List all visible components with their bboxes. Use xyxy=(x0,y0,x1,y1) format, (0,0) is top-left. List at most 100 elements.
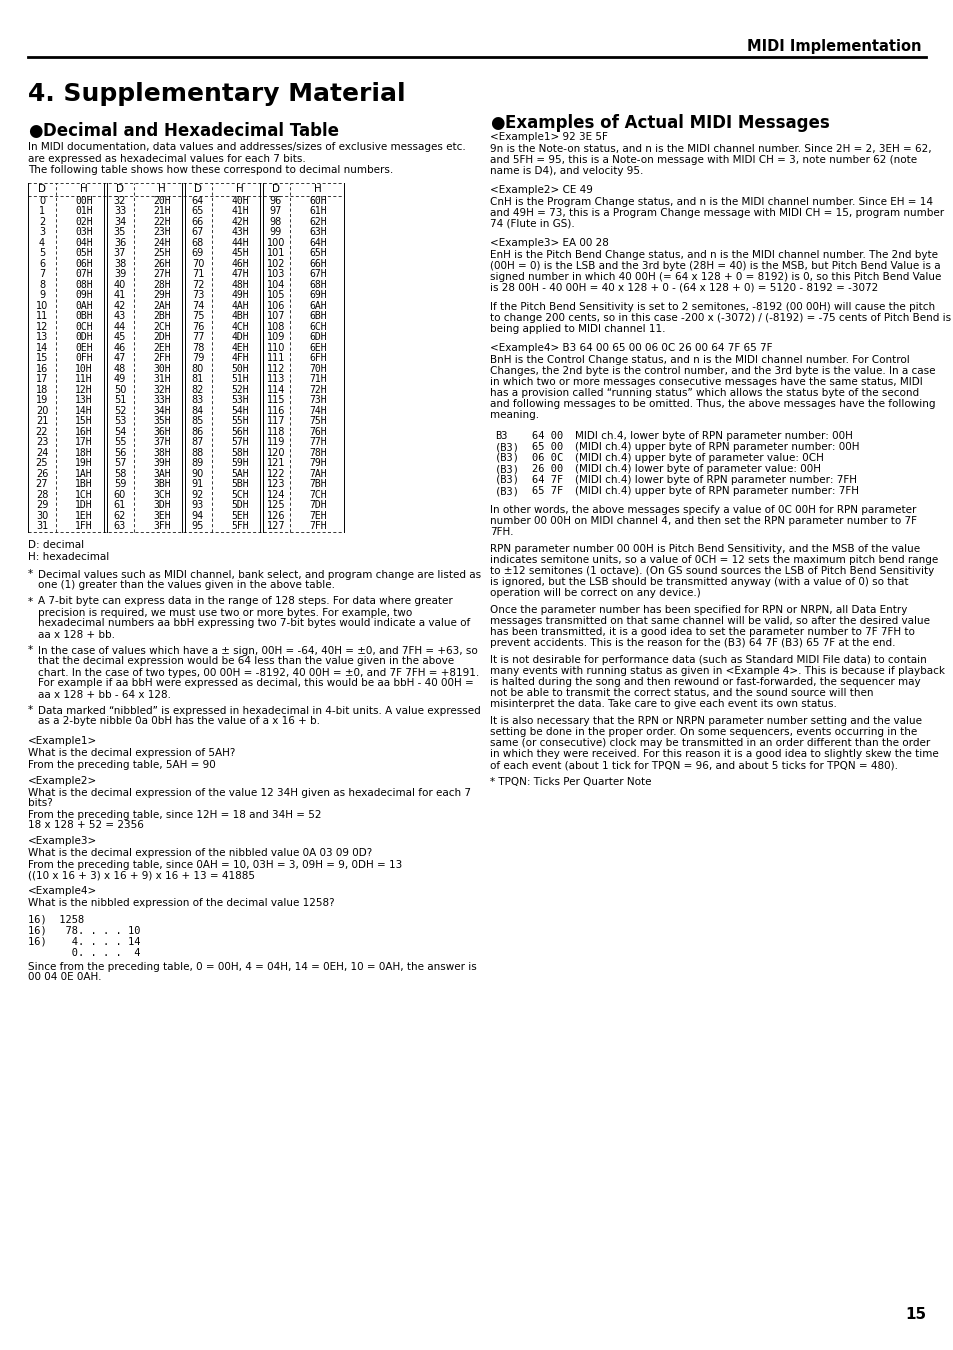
Text: 37: 37 xyxy=(113,248,126,258)
Text: 52H: 52H xyxy=(231,385,249,394)
Text: 47: 47 xyxy=(113,354,126,363)
Text: 110: 110 xyxy=(267,343,285,352)
Text: 85: 85 xyxy=(192,416,204,427)
Text: The following table shows how these correspond to decimal numbers.: The following table shows how these corr… xyxy=(28,165,393,176)
Text: 70H: 70H xyxy=(309,363,327,374)
Text: (B3): (B3) xyxy=(495,486,519,495)
Text: 6CH: 6CH xyxy=(309,321,327,332)
Text: 64 7F: 64 7F xyxy=(532,475,562,485)
Text: 116: 116 xyxy=(267,406,285,416)
Text: number 00 00H on MIDI channel 4, and then set the RPN parameter number to 7F: number 00 00H on MIDI channel 4, and the… xyxy=(490,516,916,526)
Text: 1DH: 1DH xyxy=(75,501,92,510)
Text: and 5FH = 95, this is a Note-on message with MIDI CH = 3, note number 62 (note: and 5FH = 95, this is a Note-on message … xyxy=(490,155,916,165)
Text: In MIDI documentation, data values and addresses/sizes of exclusive messages etc: In MIDI documentation, data values and a… xyxy=(28,142,465,153)
Text: 2FH: 2FH xyxy=(153,354,171,363)
Text: 19: 19 xyxy=(36,396,48,405)
Text: 69: 69 xyxy=(192,248,204,258)
Text: 32: 32 xyxy=(113,196,126,205)
Text: 00 04 0E 0AH.: 00 04 0E 0AH. xyxy=(28,972,101,983)
Text: 29H: 29H xyxy=(153,290,171,300)
Text: misinterpret the data. Take care to give each event its own status.: misinterpret the data. Take care to give… xyxy=(490,699,836,709)
Text: (MIDI ch.4) upper byte of parameter value: 0CH: (MIDI ch.4) upper byte of parameter valu… xyxy=(575,454,823,463)
Text: 53H: 53H xyxy=(231,396,249,405)
Text: not be able to transmit the correct status, and the sound source will then: not be able to transmit the correct stat… xyxy=(490,688,873,698)
Text: 121: 121 xyxy=(267,458,285,468)
Text: 1CH: 1CH xyxy=(75,490,92,500)
Text: 27: 27 xyxy=(35,479,49,489)
Text: 18H: 18H xyxy=(75,448,92,458)
Text: 25: 25 xyxy=(35,458,49,468)
Text: Once the parameter number has been specified for RPN or NRPN, all Data Entry: Once the parameter number has been speci… xyxy=(490,605,906,616)
Text: 17: 17 xyxy=(36,374,49,385)
Text: 66: 66 xyxy=(192,217,204,227)
Text: 16: 16 xyxy=(36,363,48,374)
Text: 77H: 77H xyxy=(309,437,327,447)
Text: 98: 98 xyxy=(270,217,282,227)
Text: 52: 52 xyxy=(113,406,126,416)
Text: signed number in which 40 00H (= 64 x 128 + 0 = 8192) is 0, so this Pitch Bend V: signed number in which 40 00H (= 64 x 12… xyxy=(490,271,941,282)
Text: <Example1>: <Example1> xyxy=(28,737,97,747)
Text: 39: 39 xyxy=(113,269,126,279)
Text: 81: 81 xyxy=(192,374,204,385)
Text: 4CH: 4CH xyxy=(231,321,249,332)
Text: 4DH: 4DH xyxy=(231,332,249,343)
Text: (B3): (B3) xyxy=(495,475,519,485)
Text: 115: 115 xyxy=(267,396,285,405)
Text: 44H: 44H xyxy=(231,238,249,248)
Text: <Example2> CE 49: <Example2> CE 49 xyxy=(490,185,592,194)
Text: 26: 26 xyxy=(36,468,49,479)
Text: 46: 46 xyxy=(113,343,126,352)
Text: 113: 113 xyxy=(267,374,285,385)
Text: 64: 64 xyxy=(192,196,204,205)
Text: 2EH: 2EH xyxy=(153,343,171,352)
Text: bits?: bits? xyxy=(28,798,52,809)
Text: 96: 96 xyxy=(270,196,282,205)
Text: 26H: 26H xyxy=(153,259,171,269)
Text: 28: 28 xyxy=(36,490,49,500)
Text: 1EH: 1EH xyxy=(75,510,92,521)
Text: 7FH: 7FH xyxy=(309,521,327,532)
Text: 37H: 37H xyxy=(153,437,171,447)
Text: Examples of Actual MIDI Messages: Examples of Actual MIDI Messages xyxy=(504,113,829,132)
Text: 51: 51 xyxy=(113,396,126,405)
Text: 22H: 22H xyxy=(153,217,171,227)
Text: 43H: 43H xyxy=(231,227,249,238)
Text: 88: 88 xyxy=(192,448,204,458)
Text: It is not desirable for performance data (such as Standard MIDI File data) to co: It is not desirable for performance data… xyxy=(490,655,925,666)
Text: to ±12 semitones (1 octave). (On GS sound sources the LSB of Pitch Bend Sensitiv: to ±12 semitones (1 octave). (On GS soun… xyxy=(490,566,933,576)
Text: 53: 53 xyxy=(113,416,126,427)
Text: 79H: 79H xyxy=(309,458,327,468)
Text: indicates semitone units, so a value of 0CH = 12 sets the maximum pitch bend ran: indicates semitone units, so a value of … xyxy=(490,555,937,566)
Text: 73H: 73H xyxy=(309,396,327,405)
Text: precision is required, we must use two or more bytes. For example, two: precision is required, we must use two o… xyxy=(38,608,412,617)
Text: 5DH: 5DH xyxy=(231,501,249,510)
Text: 67: 67 xyxy=(192,227,204,238)
Text: 30H: 30H xyxy=(153,363,171,374)
Text: 62: 62 xyxy=(113,510,126,521)
Text: From the preceding table, 5AH = 90: From the preceding table, 5AH = 90 xyxy=(28,760,215,770)
Text: 34H: 34H xyxy=(153,406,171,416)
Text: What is the decimal expression of the nibbled value 0A 03 09 0D?: What is the decimal expression of the ni… xyxy=(28,849,372,859)
Text: What is the nibbled expression of the decimal value 1258?: What is the nibbled expression of the de… xyxy=(28,899,335,909)
Text: H: H xyxy=(314,184,321,194)
Text: meaning.: meaning. xyxy=(490,410,538,420)
Text: 15: 15 xyxy=(36,354,49,363)
Text: as a 2-byte nibble 0a 0bH has the value of a x 16 + b.: as a 2-byte nibble 0a 0bH has the value … xyxy=(38,717,319,726)
Text: 02H: 02H xyxy=(75,217,92,227)
Text: being applied to MIDI channel 11.: being applied to MIDI channel 11. xyxy=(490,324,665,333)
Text: 15: 15 xyxy=(904,1307,925,1322)
Text: 120: 120 xyxy=(267,448,285,458)
Text: BnH is the Control Change status, and n is the MIDI channel number. For Control: BnH is the Control Change status, and n … xyxy=(490,355,909,364)
Text: same (or consecutive) clock may be transmitted in an order different than the or: same (or consecutive) clock may be trans… xyxy=(490,738,929,748)
Text: 6EH: 6EH xyxy=(309,343,327,352)
Text: 8: 8 xyxy=(39,279,45,290)
Text: 104: 104 xyxy=(267,279,285,290)
Text: 6DH: 6DH xyxy=(309,332,327,343)
Text: 55H: 55H xyxy=(231,416,249,427)
Text: 21H: 21H xyxy=(153,207,171,216)
Text: 0AH: 0AH xyxy=(75,301,92,310)
Text: 6AH: 6AH xyxy=(309,301,327,310)
Text: 40H: 40H xyxy=(231,196,249,205)
Text: 5CH: 5CH xyxy=(231,490,249,500)
Text: in which two or more messages consecutive messages have the same status, MIDI: in which two or more messages consecutiv… xyxy=(490,377,922,387)
